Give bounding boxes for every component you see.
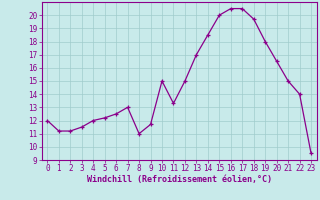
X-axis label: Windchill (Refroidissement éolien,°C): Windchill (Refroidissement éolien,°C) <box>87 175 272 184</box>
